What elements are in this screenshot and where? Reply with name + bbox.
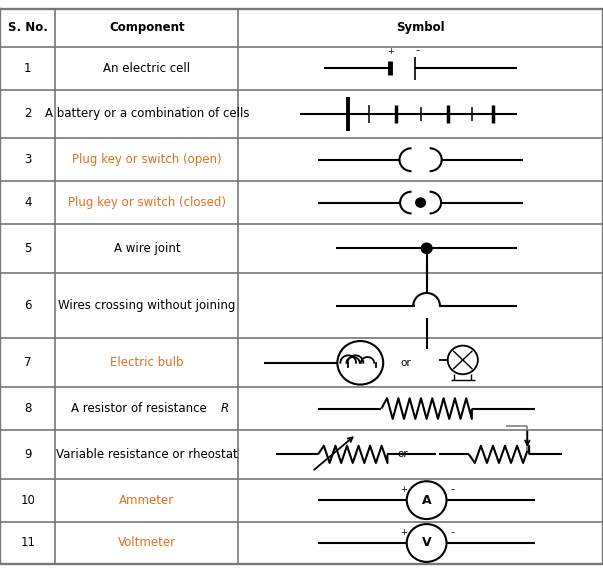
Text: –: – [450, 528, 455, 537]
Text: Wires crossing without joining: Wires crossing without joining [58, 299, 236, 312]
Text: 5: 5 [24, 242, 31, 255]
Circle shape [406, 524, 446, 562]
Text: Plug key or switch (open): Plug key or switch (open) [72, 153, 222, 166]
Text: +: + [387, 46, 394, 56]
Text: Symbol: Symbol [396, 21, 445, 34]
Text: 7: 7 [24, 356, 31, 370]
Text: +: + [400, 528, 407, 537]
Text: V: V [422, 536, 431, 550]
Text: A battery or a combination of cells: A battery or a combination of cells [45, 108, 249, 120]
Text: A resistor of resistance: A resistor of resistance [71, 402, 210, 415]
Text: Plug key or switch (closed): Plug key or switch (closed) [68, 196, 226, 209]
Text: 4: 4 [24, 196, 31, 209]
Text: S. No.: S. No. [8, 21, 48, 34]
Text: 6: 6 [24, 299, 31, 312]
Text: 10: 10 [21, 493, 35, 507]
Text: Variable resistance or rheostat: Variable resistance or rheostat [56, 448, 238, 461]
Text: An electric cell: An electric cell [103, 62, 191, 74]
Text: –: – [450, 485, 455, 494]
Circle shape [421, 243, 432, 253]
Circle shape [448, 346, 478, 374]
Text: R: R [221, 402, 229, 415]
Circle shape [338, 341, 384, 384]
Text: 8: 8 [24, 402, 31, 415]
Circle shape [416, 198, 426, 207]
Text: 2: 2 [24, 108, 31, 120]
Text: 9: 9 [24, 448, 31, 461]
Text: 3: 3 [24, 153, 31, 166]
Text: 11: 11 [21, 536, 35, 550]
Text: Component: Component [109, 21, 185, 34]
Text: or: or [400, 358, 411, 368]
Text: or: or [397, 449, 408, 460]
Text: Voltmeter: Voltmeter [118, 536, 176, 550]
Text: –: – [415, 46, 420, 56]
Text: 1: 1 [24, 62, 31, 74]
Text: A wire joint: A wire joint [113, 242, 180, 255]
Circle shape [406, 481, 446, 519]
Text: +: + [400, 485, 407, 494]
Text: A: A [422, 493, 431, 507]
Text: Ammeter: Ammeter [119, 493, 174, 507]
Text: Electric bulb: Electric bulb [110, 356, 183, 370]
